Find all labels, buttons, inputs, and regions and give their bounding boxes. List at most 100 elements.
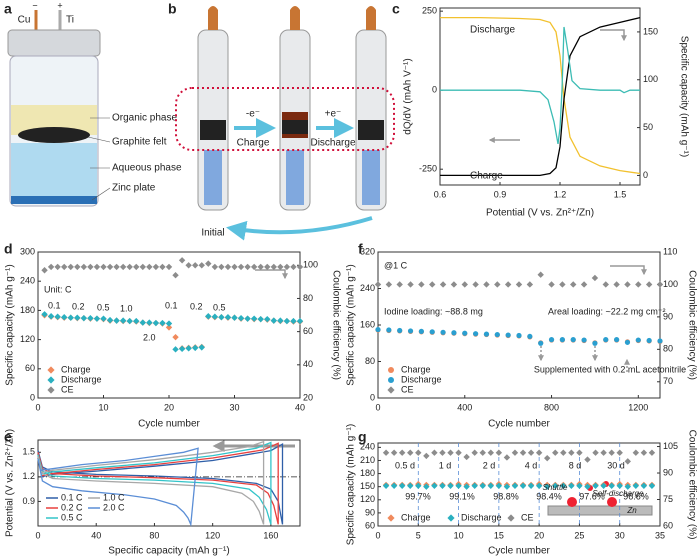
annotation: 0.1 xyxy=(165,300,178,310)
y-tick-label: 180 xyxy=(360,468,375,478)
panel-letter: c xyxy=(392,1,400,17)
annotation: Zn xyxy=(626,506,637,515)
data-line xyxy=(37,442,279,525)
data-point xyxy=(624,483,631,490)
panel-letter: e xyxy=(4,429,12,445)
data-point xyxy=(152,263,160,271)
annotation: Areal loading: ~22.2 mg cm⁻² xyxy=(548,306,666,316)
x-tick-label: 40 xyxy=(295,402,305,412)
electrode-label: Cu xyxy=(18,15,31,26)
data-point xyxy=(576,482,583,490)
data-point xyxy=(418,281,425,288)
data-point xyxy=(527,449,535,456)
data-point xyxy=(192,262,199,269)
y2-tick-label: 60 xyxy=(663,520,673,530)
data-point xyxy=(407,281,414,288)
data-point xyxy=(211,313,219,320)
series-label: Charge xyxy=(470,171,503,182)
data-point xyxy=(74,314,81,321)
data-point xyxy=(483,331,490,337)
data-point xyxy=(559,337,565,343)
data-point xyxy=(471,482,478,490)
data-point xyxy=(537,271,544,278)
x-tick-label: 0 xyxy=(375,530,380,540)
cap xyxy=(7,29,101,57)
x-tick-label: 35 xyxy=(655,530,665,540)
data-point xyxy=(139,319,146,326)
data-point xyxy=(548,337,555,343)
panel-letter: a xyxy=(4,1,12,17)
annotation: 99.1% xyxy=(449,491,475,501)
data-line xyxy=(37,447,199,527)
data-point xyxy=(472,281,479,288)
data-point xyxy=(635,337,641,343)
data-point xyxy=(152,319,160,327)
panel-letter: g xyxy=(358,429,367,445)
data-point xyxy=(133,317,140,325)
legend-label: 0.1 C xyxy=(61,492,83,502)
y-tick-label: 60 xyxy=(25,363,35,373)
legend-label: Discharge xyxy=(461,512,502,522)
data-point xyxy=(616,449,623,456)
data-point xyxy=(519,449,527,456)
data-point xyxy=(503,483,511,490)
data-point xyxy=(277,263,284,271)
annotation: 0.2 xyxy=(190,301,203,311)
data-point xyxy=(386,327,392,333)
y-tick-label: 120 xyxy=(20,334,35,344)
data-point xyxy=(61,263,68,271)
data-point xyxy=(648,482,656,490)
data-line xyxy=(37,440,265,525)
data-point xyxy=(390,482,398,490)
data-point xyxy=(198,344,205,351)
y-tick-label: 80 xyxy=(365,356,375,366)
data-point xyxy=(159,319,166,327)
annotation: 2 d xyxy=(483,460,496,470)
annotation: 96.6% xyxy=(623,491,649,501)
annotation: Self-discharge xyxy=(592,489,644,498)
plot-frame xyxy=(377,442,661,527)
electrode-label: Ti xyxy=(66,15,74,26)
layer-label: Zinc plate xyxy=(112,183,156,194)
data-point xyxy=(80,314,88,322)
minus-sign: − xyxy=(32,0,37,10)
data-point xyxy=(178,257,186,264)
x-tick-label: 0.6 xyxy=(434,189,447,199)
legend-label: Discharge xyxy=(401,374,442,384)
legend-label: 2.0 C xyxy=(103,502,125,512)
x-tick-label: 20 xyxy=(164,402,174,412)
x-tick-label: 0 xyxy=(35,530,40,540)
data-point xyxy=(463,483,470,490)
data-point xyxy=(431,449,438,456)
y2-tick-label: 90 xyxy=(663,467,673,477)
data-point xyxy=(397,327,403,334)
y2-axis-label: Specific capacity (mAh g⁻¹) xyxy=(678,36,689,157)
data-point xyxy=(100,263,107,271)
data-point xyxy=(439,281,447,288)
data-point xyxy=(495,482,503,490)
x-axis-label: Specific capacity (mAh g⁻¹) xyxy=(108,546,229,557)
vial xyxy=(355,6,387,211)
x-axis-label: Cycle number xyxy=(138,419,200,430)
x-tick-label: 30 xyxy=(615,530,625,540)
legend-label: CE xyxy=(521,512,534,522)
data-point xyxy=(479,449,486,456)
y2-tick-label: 100 xyxy=(643,74,658,84)
data-point xyxy=(439,482,446,490)
data-point xyxy=(462,330,468,336)
data-point xyxy=(159,263,166,271)
plot-frame xyxy=(439,7,641,186)
data-point xyxy=(270,263,277,271)
data-point xyxy=(494,331,500,338)
chart-arrows xyxy=(212,29,647,452)
step-label: +e⁻ xyxy=(325,109,342,120)
y-tick-label: 250 xyxy=(422,6,437,16)
inset xyxy=(547,481,653,516)
data-point xyxy=(80,263,88,271)
data-point xyxy=(398,449,406,456)
data-point xyxy=(632,449,640,456)
data-point xyxy=(407,328,414,334)
data-point xyxy=(296,317,304,325)
data-point xyxy=(440,329,446,335)
y2-tick-label: 50 xyxy=(643,122,653,132)
